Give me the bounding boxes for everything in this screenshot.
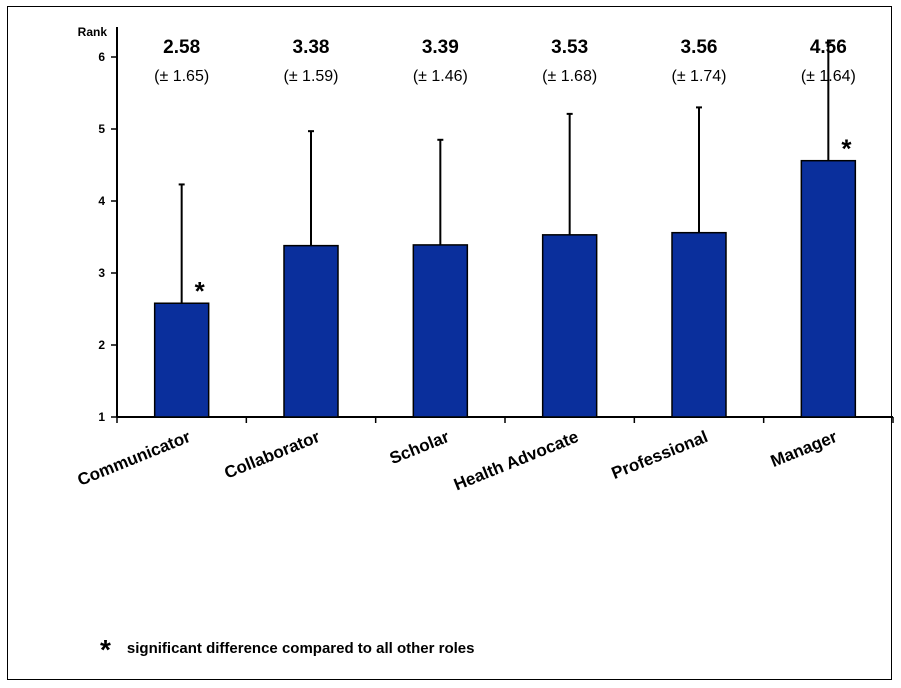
data-label-mean: 3.39 <box>422 37 459 58</box>
significance-marker: * <box>841 134 852 164</box>
x-tick-label: Scholar <box>387 427 452 468</box>
y-tick-label: 1 <box>98 410 105 424</box>
bar <box>153 302 210 418</box>
x-tick-label: Professional <box>609 427 711 483</box>
bar <box>800 159 857 418</box>
bar <box>671 231 727 418</box>
y-tick-label: 3 <box>98 266 105 280</box>
footnote-text: significant difference compared to all o… <box>126 640 475 657</box>
x-tick-label: Collaborator <box>222 427 323 483</box>
data-label-sd: (± 1.46) <box>413 68 468 85</box>
bar <box>283 244 339 418</box>
data-label-sd: (± 1.59) <box>283 68 338 85</box>
data-label-sd: (± 1.74) <box>671 68 726 85</box>
y-tick-label: 2 <box>98 338 105 352</box>
footnote: * significant difference compared to all … <box>100 628 475 665</box>
x-tick-label: Manager <box>768 427 840 471</box>
significance-marker: * <box>195 276 206 306</box>
data-label-mean: 4.56 <box>810 37 847 58</box>
data-label-mean: 2.58 <box>163 37 200 58</box>
data-label-mean: 3.53 <box>551 37 588 58</box>
data-label-sd: (± 1.68) <box>542 68 597 85</box>
data-label-sd: (± 1.65) <box>154 68 209 85</box>
x-tick-label: Health Advocate <box>451 427 581 494</box>
data-label-mean: 3.38 <box>293 37 330 58</box>
y-axis-label: Rank <box>78 25 108 39</box>
y-tick-label: 5 <box>98 122 105 136</box>
y-tick-label: 4 <box>98 194 105 208</box>
data-label-sd: (± 1.64) <box>801 68 856 85</box>
chart-frame <box>7 6 892 680</box>
footnote-symbol: * <box>100 634 111 665</box>
bar <box>412 244 469 418</box>
bar <box>541 234 598 418</box>
data-label-mean: 3.56 <box>681 37 718 58</box>
y-tick-label: 6 <box>98 50 105 64</box>
x-tick-label: Communicator <box>75 427 194 490</box>
